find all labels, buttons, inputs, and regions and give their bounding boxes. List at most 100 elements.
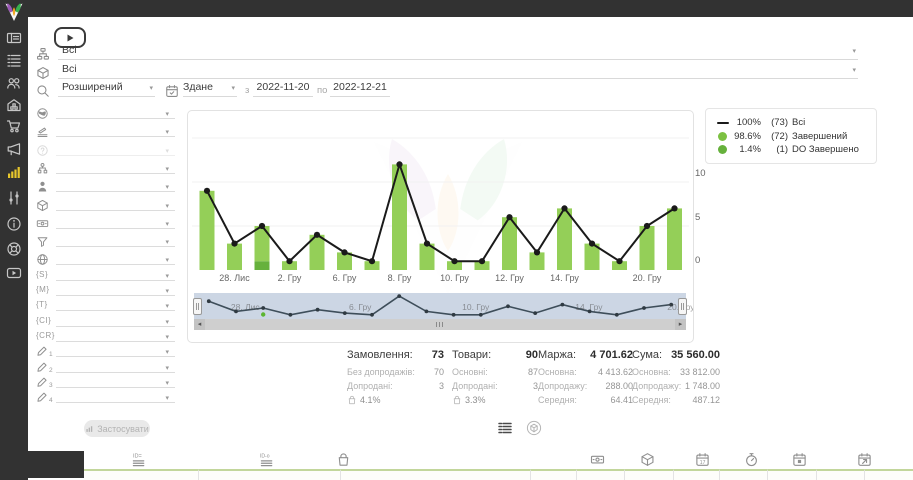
line-point[interactable] [561, 205, 568, 212]
legend-item[interactable]: 98.6% (72) Завершений [715, 130, 867, 144]
scroll-right-button[interactable]: ▸ [675, 319, 686, 330]
video-help-button[interactable] [54, 27, 86, 48]
line-point[interactable] [423, 240, 431, 247]
navigator-left-handle[interactable] [193, 298, 202, 315]
cube-view-icon[interactable] [526, 420, 542, 436]
table-header-cell[interactable] [199, 469, 341, 480]
bar-completed[interactable] [282, 261, 297, 270]
bar-completed[interactable] [199, 190, 215, 270]
line-point[interactable] [506, 214, 513, 221]
table-header-cell[interactable] [531, 469, 577, 480]
line-point[interactable] [588, 240, 596, 247]
filter-select-row[interactable]: ▾ [36, 199, 175, 213]
id-o-sort-icon[interactable]: ID-о [260, 452, 275, 467]
line-point[interactable] [286, 258, 293, 265]
banknote-icon[interactable] [590, 452, 605, 467]
bar-completed[interactable] [474, 261, 490, 270]
bar-completed[interactable] [227, 243, 242, 270]
table-header-cell[interactable] [625, 469, 674, 480]
filter-select-row[interactable]: {CR} ▾ [36, 330, 175, 344]
orders-list-icon[interactable] [6, 52, 22, 68]
bar-completed[interactable] [639, 226, 655, 270]
line-point[interactable] [451, 258, 458, 265]
apply-button[interactable]: Застосувати [84, 420, 150, 437]
filter-select-row[interactable]: 3 ▾ [36, 376, 175, 390]
analytics-icon[interactable] [6, 164, 22, 180]
bar-completed[interactable] [254, 226, 270, 262]
support-icon[interactable] [6, 241, 22, 257]
product-select[interactable]: Всі ▾ [58, 63, 858, 79]
line-point[interactable] [258, 222, 266, 230]
line-point[interactable] [368, 258, 376, 265]
bar-completed[interactable] [502, 217, 517, 270]
bar-completed[interactable] [529, 252, 545, 270]
line-point[interactable] [533, 249, 541, 256]
filter-select-row[interactable]: {T} ▾ [36, 299, 175, 313]
table-header-cell[interactable] [865, 469, 913, 480]
filter-select-row[interactable]: ▾ [36, 180, 175, 194]
line-point[interactable] [616, 258, 623, 265]
filter-select-row[interactable]: {M} ▾ [36, 284, 175, 298]
stopwatch-icon[interactable] [744, 452, 759, 467]
bar-completed[interactable] [612, 261, 627, 270]
warehouse-icon[interactable] [6, 97, 22, 113]
list-view-icon[interactable] [497, 420, 513, 436]
filter-select-row[interactable]: ▾ [36, 235, 175, 249]
bar-completed[interactable] [337, 252, 352, 270]
tune-icon[interactable] [6, 190, 22, 206]
calendar-export-icon[interactable] [857, 452, 872, 467]
line-point[interactable] [341, 249, 348, 256]
table-header-cell[interactable] [341, 469, 531, 480]
filter-select-row[interactable]: 1 ▾ [36, 345, 175, 359]
bar-completed[interactable] [557, 208, 572, 270]
id-sort-icon[interactable]: ID= [132, 452, 147, 467]
filter-select-row[interactable]: 4 ▾ [36, 391, 175, 405]
line-point[interactable] [313, 231, 321, 238]
line-point[interactable] [396, 161, 403, 168]
bar-do-segment[interactable] [254, 261, 270, 270]
search-mode-select[interactable]: Розширений ▾ [58, 81, 155, 97]
line-point[interactable] [231, 240, 238, 247]
table-header-cell[interactable] [817, 469, 865, 480]
legend-item[interactable]: 1.4% (1) DO Завершено [715, 143, 867, 157]
calendar-date-icon[interactable]: 17 [695, 452, 710, 467]
chart-navigator[interactable]: 28. Лис 6. Гру 10. Гру 14. Гру 20. Гру [193, 293, 693, 319]
scroll-left-button[interactable]: ◂ [194, 319, 205, 330]
video-icon[interactable] [6, 265, 22, 281]
promo-icon[interactable] [6, 141, 22, 157]
customers-icon[interactable] [6, 75, 22, 91]
cart-icon[interactable] [6, 118, 22, 134]
category-select[interactable]: Всі ▾ [58, 44, 858, 60]
filter-select-row[interactable]: ▾ [36, 162, 175, 176]
date-from-input[interactable]: 2022-11-20 [253, 81, 313, 97]
bar-completed[interactable] [447, 261, 462, 270]
line-point[interactable] [478, 258, 486, 265]
date-type-select[interactable]: Здане ▾ [183, 81, 237, 97]
table-header-cell[interactable] [768, 469, 817, 480]
filter-select-row[interactable]: ▾ [36, 107, 175, 121]
table-header-cell[interactable] [674, 469, 720, 480]
filter-select-row[interactable]: ▾ [36, 125, 175, 139]
bag-icon[interactable] [336, 452, 351, 467]
bar-completed[interactable] [392, 164, 407, 270]
navigator-scrollbar[interactable]: ◂ ▸ [194, 319, 686, 330]
line-point[interactable] [671, 205, 678, 212]
bar-completed[interactable] [419, 243, 435, 270]
filter-select-row[interactable]: {CI} ▾ [36, 315, 175, 329]
bar-completed[interactable] [364, 261, 380, 270]
filter-select-row[interactable]: 2 ▾ [36, 361, 175, 375]
table-header-cell[interactable] [84, 469, 199, 480]
filter-select-row[interactable]: ▾ [36, 217, 175, 231]
table-header-cell[interactable] [720, 469, 768, 480]
bar-completed[interactable] [584, 243, 600, 270]
navigator-right-handle[interactable] [678, 298, 687, 315]
bar-completed[interactable] [667, 208, 682, 270]
line-point[interactable] [203, 187, 211, 194]
cube-icon[interactable] [640, 452, 655, 467]
bar-completed[interactable] [309, 234, 325, 270]
info-icon[interactable] [6, 216, 22, 232]
panel-icon[interactable] [6, 30, 22, 46]
filter-select-row[interactable]: {S} ▾ [36, 269, 175, 283]
legend-item[interactable]: 100% (73) Всі [715, 116, 867, 130]
scrollbar-grip[interactable] [430, 321, 448, 328]
